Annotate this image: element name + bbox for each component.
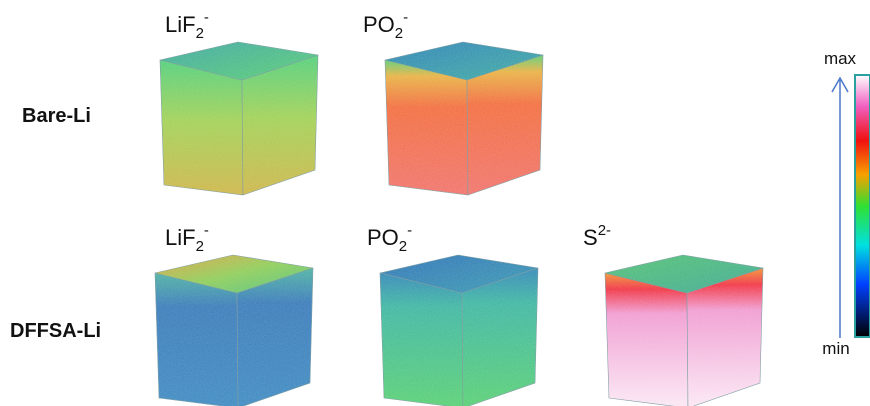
superscript: 2- [598, 222, 611, 239]
panel-label: PO2- [367, 222, 412, 255]
panel-label: LiF2- [165, 9, 209, 42]
species: LiF [165, 225, 196, 250]
species: S [583, 225, 598, 250]
species: PO [363, 12, 395, 37]
cube-front-texture [380, 273, 463, 406]
subscript: 2 [399, 238, 407, 255]
figure: Bare-Li DFFSA-Li LiF2-PO2-LiF2-PO2-S2- m… [0, 0, 870, 406]
cube [380, 255, 538, 406]
cube [155, 255, 313, 406]
colorbar-max: max [824, 49, 857, 68]
superscript: - [403, 9, 408, 26]
colorbar [855, 75, 870, 337]
row-label: DFFSA-Li [10, 320, 101, 342]
subscript: 2 [196, 25, 204, 42]
cube-front-texture [605, 273, 688, 406]
row-label: Bare-Li [22, 105, 91, 127]
cube-front-texture [160, 60, 243, 195]
cube [605, 255, 763, 406]
species: PO [367, 225, 399, 250]
cube [385, 42, 543, 195]
panel-label: S2- [583, 222, 611, 250]
panel-label: PO2- [363, 9, 408, 42]
cube [160, 42, 318, 195]
species: LiF [165, 12, 196, 37]
panel-label: LiF2- [165, 222, 209, 255]
colorbar-min: min [822, 339, 849, 358]
superscript: - [407, 222, 412, 239]
subscript: 2 [196, 238, 204, 255]
cube-front-texture [155, 273, 238, 406]
cube-front-texture [385, 60, 468, 195]
subscript: 2 [395, 25, 403, 42]
cubes [155, 42, 763, 406]
page: Bare-Li DFFSA-Li LiF2-PO2-LiF2-PO2-S2- m… [0, 0, 870, 406]
superscript: - [204, 222, 209, 239]
superscript: - [204, 9, 209, 26]
